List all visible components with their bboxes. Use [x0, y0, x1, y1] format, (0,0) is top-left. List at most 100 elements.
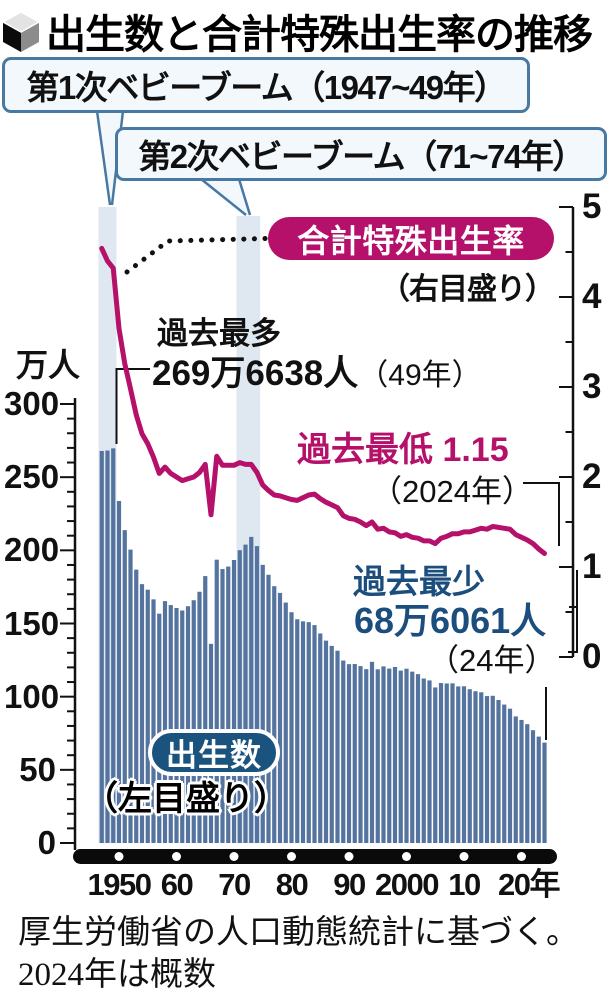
birth-bar	[283, 602, 288, 843]
record-low-births-year: （24年）	[428, 643, 556, 678]
callout-tail-edge	[200, 178, 247, 216]
source-note-line1: 厚生労働省の人口動態統計に基づく。	[18, 915, 579, 951]
right-axis-label: 2	[582, 457, 602, 496]
right-axis-label: 3	[582, 367, 602, 406]
x-axis-label: 20年	[498, 867, 560, 902]
decade-dot	[517, 852, 526, 861]
birth-bar	[542, 742, 547, 843]
birth-bar	[306, 622, 311, 843]
birth-bar	[415, 674, 421, 843]
birth-bar	[507, 708, 513, 843]
birth-bar	[502, 704, 507, 843]
birth-bar	[151, 599, 156, 843]
birth-bar	[427, 680, 432, 843]
birth-bar	[421, 678, 426, 843]
birth-bar	[162, 601, 168, 843]
record-high-year: （49年）	[358, 359, 482, 392]
decade-dot	[344, 852, 354, 861]
birth-bar	[243, 544, 248, 843]
birth-bar	[128, 549, 133, 843]
birth-bar	[444, 683, 449, 843]
birth-bar	[461, 686, 467, 843]
birth-bar	[312, 625, 317, 843]
birth-bar	[295, 619, 300, 843]
birth-bar	[191, 600, 196, 843]
left-axis-unit: 万人	[16, 347, 81, 383]
rate-low-bracket	[523, 482, 560, 546]
birth-bar	[318, 633, 323, 843]
fertility-rate-axis-note: （右目盛り）	[380, 273, 555, 306]
record-low-births-caption: 過去最少	[353, 563, 485, 600]
decade-dot	[229, 852, 239, 861]
baby-boom-band	[236, 216, 261, 843]
birth-bar	[335, 650, 340, 843]
birth-bar	[329, 645, 334, 843]
decade-dot	[172, 852, 181, 861]
birth-bar	[157, 613, 162, 843]
decade-dot	[459, 852, 469, 861]
birth-bar	[346, 664, 352, 843]
birth-bar	[168, 605, 173, 843]
page-title: 出生数と合計特殊出生率の推移	[46, 13, 593, 57]
birth-bar	[111, 448, 116, 843]
birth-bar	[249, 536, 254, 843]
x-axis-label: 90	[333, 867, 366, 902]
header: 出生数と合計特殊出生率の推移	[0, 2, 593, 60]
births-legend-label: 出生数	[166, 738, 262, 773]
birth-bar	[410, 671, 415, 843]
fertility-rate-legend-pill: 合計特殊出生率	[268, 217, 554, 260]
callout-second-baby-boom-label: 第2次ベビーブーム（71~74年）	[138, 138, 585, 175]
x-axis-label: 60	[160, 867, 194, 902]
birth-bar	[404, 668, 409, 843]
birth-bar	[473, 691, 478, 843]
right-axis-label: 0	[582, 637, 602, 676]
right-axis-label: 1	[582, 547, 602, 586]
birth-bar	[369, 661, 375, 843]
birth-bar	[134, 569, 139, 843]
birth-bar	[352, 664, 357, 843]
birth-bar	[456, 686, 461, 843]
dotted-leader	[124, 236, 269, 275]
right-axis-label: 4	[582, 277, 602, 316]
birth-bar	[525, 724, 530, 843]
record-high-caption: 過去最多	[157, 316, 281, 351]
birth-bar	[519, 719, 524, 843]
left-axis-label: 100	[4, 677, 60, 715]
left-axis-label: 0	[37, 824, 56, 861]
record-low-rate-year: （2024年）	[371, 474, 533, 509]
birth-bar	[105, 450, 110, 843]
birth-bar	[226, 566, 231, 843]
cube-bullet-icon	[1, 11, 41, 52]
birth-bar	[484, 696, 490, 843]
callout-tail-edge	[237, 178, 252, 216]
decade-dot	[402, 852, 411, 861]
birth-bar	[341, 660, 346, 843]
birth-bar	[496, 700, 501, 843]
birth-bar	[214, 559, 219, 843]
source-note: 厚生労働省の人口動態統計に基づく。 2024年は概数	[18, 912, 579, 996]
birth-bar	[99, 450, 104, 843]
record-low-births-value: 68万6061人	[354, 600, 547, 641]
record-low-rate-value: 1.15	[442, 431, 509, 469]
birth-bar	[185, 606, 191, 843]
callout-second-baby-boom: 第2次ベビーブーム（71~74年）	[115, 127, 607, 181]
x-axis-label: 2000	[375, 867, 439, 902]
birth-bar	[272, 586, 277, 843]
birth-bar	[289, 612, 294, 843]
birth-bar	[266, 574, 271, 843]
left-axis-label: 300	[4, 385, 60, 422]
birth-bar	[174, 607, 179, 843]
birth-bar	[260, 564, 265, 843]
left-axis-label: 150	[4, 604, 60, 642]
record-low-rate-caption: 過去最低	[297, 431, 433, 469]
record-high-value-line: 269万6638人（49年）	[152, 345, 482, 396]
birth-bar	[479, 692, 484, 843]
birth-bar	[323, 640, 329, 843]
left-axis-label: 50	[19, 750, 56, 788]
birth-bar	[364, 669, 369, 843]
left-axis-label: 250	[4, 458, 60, 496]
source-note-line2: 2024年は概数	[18, 957, 216, 993]
decade-dot	[114, 852, 124, 861]
